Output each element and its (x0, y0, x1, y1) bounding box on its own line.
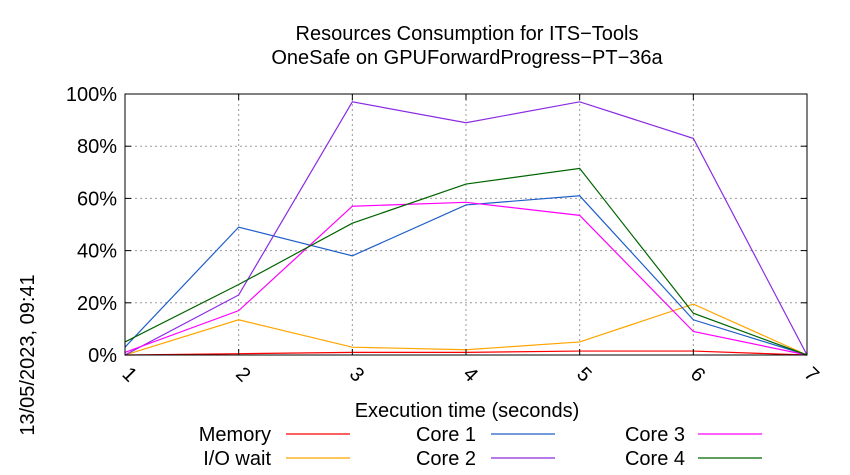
y-tick-label: 20% (77, 293, 117, 315)
grid-lines (125, 94, 807, 355)
x-tick-label: 3 (345, 363, 368, 386)
x-tick-label: 2 (231, 363, 254, 386)
x-axis-ticks: 1 2 3 4 5 6 7 (118, 94, 823, 386)
series-line-core-4 (124, 167, 808, 356)
x-tick-label: 4 (459, 363, 482, 386)
legend-label-core-3: Core 3 (625, 424, 685, 446)
x-tick-label: 6 (686, 363, 709, 386)
y-axis-ticks: 0% 20% 40% 60% 80% 100% (66, 84, 807, 367)
legend-label-memory: Memory (199, 424, 271, 446)
legend-label-core-2: Core 2 (416, 448, 476, 470)
y-tick-label: 0% (88, 345, 117, 367)
y-tick-label: 100% (66, 84, 117, 106)
series-line-core-2 (124, 101, 808, 356)
timestamp-label: 13/05/2023, 09:41 (17, 274, 39, 435)
y-tick-label: 80% (77, 136, 117, 158)
x-tick-label: 7 (800, 363, 823, 386)
x-tick-label: 1 (118, 363, 141, 386)
x-axis-label: Execution time (seconds) (355, 400, 580, 422)
legend-label-core-1: Core 1 (416, 424, 476, 446)
series-line-core-1 (124, 195, 808, 356)
legend-label-core-4: Core 4 (625, 448, 685, 470)
series-line-core-3 (124, 201, 808, 356)
legend-label-i-o-wait: I/O wait (203, 448, 271, 470)
chart-title: Resources Consumption for ITS−Tools (296, 23, 639, 45)
x-tick-label: 5 (572, 363, 595, 386)
y-tick-label: 40% (77, 241, 117, 263)
y-tick-label: 60% (77, 188, 117, 210)
chart-subtitle: OneSafe on GPUForwardProgress−PT−36a (271, 47, 663, 69)
